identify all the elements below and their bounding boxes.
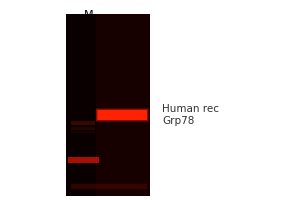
Bar — [97, 110, 148, 120]
Bar — [95, 108, 149, 122]
Bar — [70, 131, 94, 133]
Text: M: M — [84, 10, 93, 20]
Bar — [96, 14, 150, 196]
Bar — [70, 127, 94, 130]
Bar — [70, 121, 94, 125]
Bar — [66, 14, 150, 196]
Text: Human rec
Grp78: Human rec Grp78 — [162, 104, 219, 126]
Bar — [68, 157, 99, 163]
Bar — [70, 184, 147, 188]
Bar — [66, 14, 96, 196]
Bar — [96, 109, 148, 121]
Bar — [98, 110, 147, 120]
